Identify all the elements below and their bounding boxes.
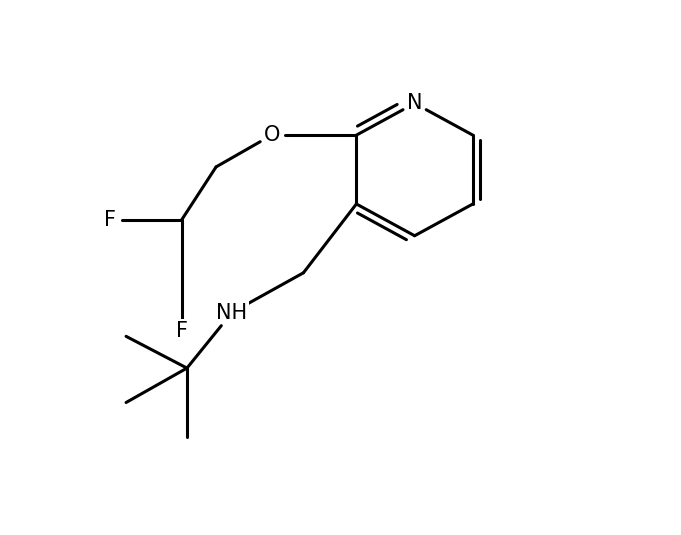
Text: F: F [104,210,116,230]
Text: O: O [264,125,280,145]
Text: NH: NH [217,302,247,323]
Text: N: N [407,94,422,113]
Text: F: F [176,321,188,341]
